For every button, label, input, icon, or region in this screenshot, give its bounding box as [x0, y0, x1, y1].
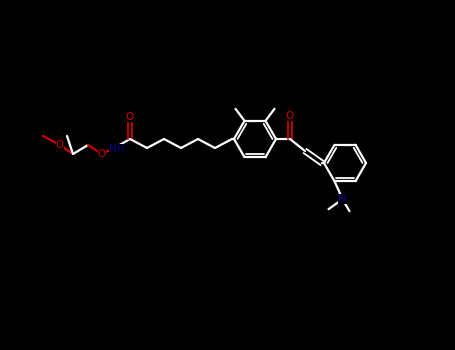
- Text: N: N: [339, 194, 347, 204]
- Text: NH: NH: [109, 144, 125, 154]
- Text: O: O: [98, 149, 106, 159]
- Text: O: O: [126, 112, 134, 122]
- Text: O: O: [286, 111, 294, 121]
- Text: O: O: [56, 140, 64, 150]
